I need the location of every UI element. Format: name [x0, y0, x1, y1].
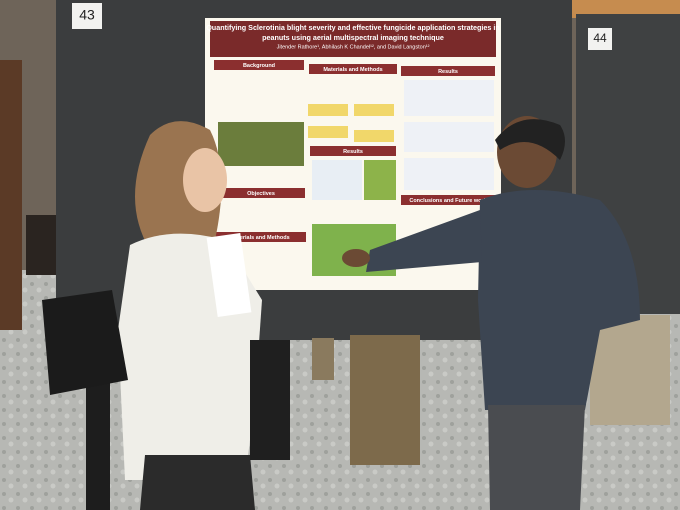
section-header [401, 195, 495, 205]
section-title: Results [343, 149, 363, 155]
trousers [488, 405, 585, 510]
section-header [401, 66, 495, 76]
poster-authors: Jitender Rathore¹, Abhilash K Chandel¹²,… [277, 44, 430, 50]
plot [404, 158, 494, 190]
section-title: Background [243, 63, 275, 69]
ceiling-light [560, 0, 680, 18]
section-title: Materials and Methods [230, 235, 289, 241]
section-title: Materials and Methods [323, 67, 382, 73]
section-header [217, 188, 305, 198]
section-header [309, 64, 397, 74]
number-label: 44 [593, 31, 607, 45]
door [0, 60, 22, 330]
plot [312, 160, 362, 200]
flow-box [354, 130, 394, 142]
number-label: 43 [79, 7, 95, 23]
section-header [310, 146, 396, 156]
plot [404, 122, 494, 152]
face [183, 148, 227, 212]
plot [404, 80, 494, 116]
jacket [478, 190, 640, 410]
section-title: Objectives [247, 191, 275, 197]
hand [342, 249, 370, 267]
arm [366, 210, 482, 272]
poster-title: peanuts using aerial multispectral imagi… [262, 33, 444, 42]
flow-box [308, 126, 348, 138]
section-header [214, 60, 304, 70]
section-title: Results [438, 69, 458, 75]
section-header [214, 232, 306, 242]
title-banner [210, 21, 496, 57]
hair [495, 119, 565, 160]
section-title: Conclusions and Future work [409, 198, 487, 204]
map [364, 160, 396, 200]
legs [350, 335, 420, 465]
number-sign [72, 3, 102, 29]
flow-box [308, 104, 348, 116]
legs [312, 338, 334, 380]
flow-box [354, 104, 394, 116]
number-sign [588, 28, 612, 50]
papers [206, 233, 252, 317]
photo [218, 122, 304, 166]
legs [250, 340, 290, 460]
skirt [140, 455, 255, 510]
poster-title: Quantifying Sclerotinia blight severity … [206, 23, 500, 32]
bag [42, 290, 128, 395]
legs [590, 315, 670, 425]
